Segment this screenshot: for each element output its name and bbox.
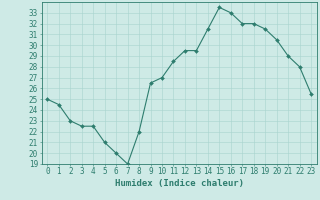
X-axis label: Humidex (Indice chaleur): Humidex (Indice chaleur) [115, 179, 244, 188]
